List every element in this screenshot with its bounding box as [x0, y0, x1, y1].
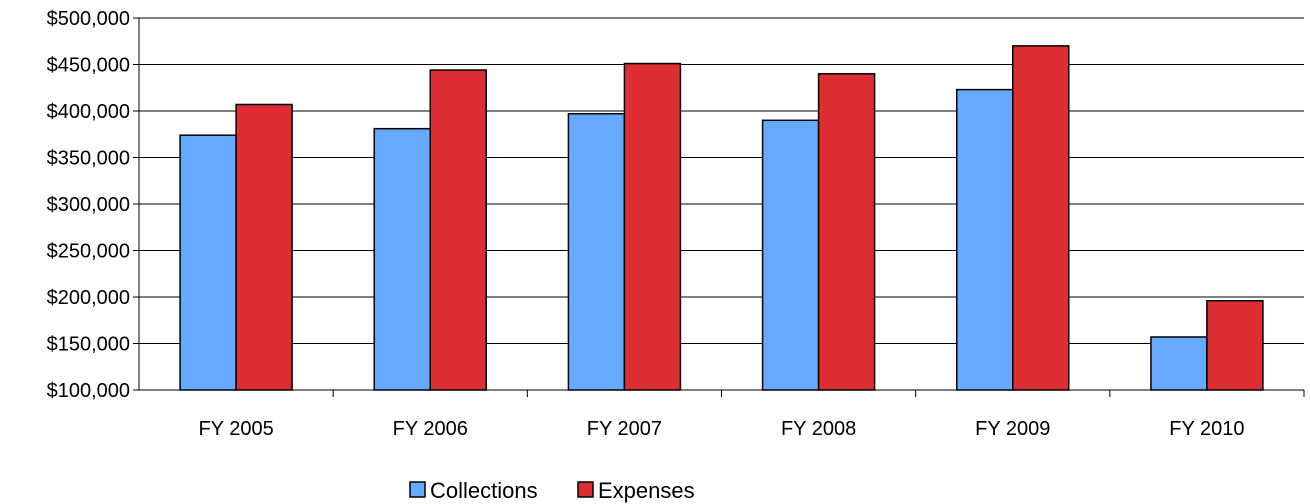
x-tick-label: FY 2005: [198, 418, 273, 440]
y-tick-label: $300,000: [47, 194, 130, 216]
bar-expenses-fy-2009: [1012, 45, 1070, 391]
x-tick-label: FY 2006: [393, 418, 468, 440]
y-axis-tick-labels: $100,000 $150,000 $200,000 $250,000 $300,000…: [47, 8, 130, 402]
y-tick-label: $200,000: [47, 287, 130, 309]
legend-label: Expenses: [598, 478, 695, 503]
bar-expenses-fy-2007: [623, 62, 682, 391]
bar-collections-fy-2007: [567, 113, 626, 391]
legend-item-expenses: Expenses: [577, 478, 695, 503]
x-tick-label: FY 2008: [781, 418, 856, 440]
bar-expenses-fy-2008: [817, 73, 876, 391]
bar-collections-fy-2005: [179, 134, 237, 391]
axes: [133, 17, 1305, 397]
legend-swatch: [409, 481, 426, 498]
y-tick-label: $450,000: [47, 55, 130, 77]
y-tick-label: $250,000: [47, 241, 130, 263]
y-tick-label: $150,000: [47, 334, 130, 356]
bar-collections-fy-2010: [1150, 336, 1208, 391]
y-tick-label: $350,000: [47, 148, 130, 170]
legend-label: Collections: [430, 478, 538, 503]
bar-collections-fy-2009: [956, 88, 1014, 391]
y-tick-label: $400,000: [47, 101, 130, 123]
y-tick-label: $500,000: [47, 8, 130, 30]
legend-item-collections: Collections: [409, 478, 538, 503]
bar-collections-fy-2008: [761, 119, 820, 391]
bar-expenses-fy-2010: [1206, 299, 1264, 391]
x-tick-label: FY 2010: [1169, 418, 1244, 440]
bar-expenses-fy-2006: [429, 69, 487, 391]
y-tick-label: $100,000: [47, 380, 130, 402]
x-tick-label: FY 2007: [587, 418, 662, 440]
bar-collections-fy-2006: [373, 127, 431, 391]
bar-expenses-fy-2005: [235, 103, 293, 391]
bars: [179, 45, 1264, 391]
legend-swatch: [577, 481, 594, 498]
x-axis-tick-labels: FY 2005 FY 2006 FY 2007 FY 2008 FY 2009 FY 20…: [198, 418, 1244, 440]
gridlines: [139, 17, 1304, 344]
x-tick-label: FY 2009: [975, 418, 1050, 440]
legend: Collections Expenses: [409, 478, 695, 503]
